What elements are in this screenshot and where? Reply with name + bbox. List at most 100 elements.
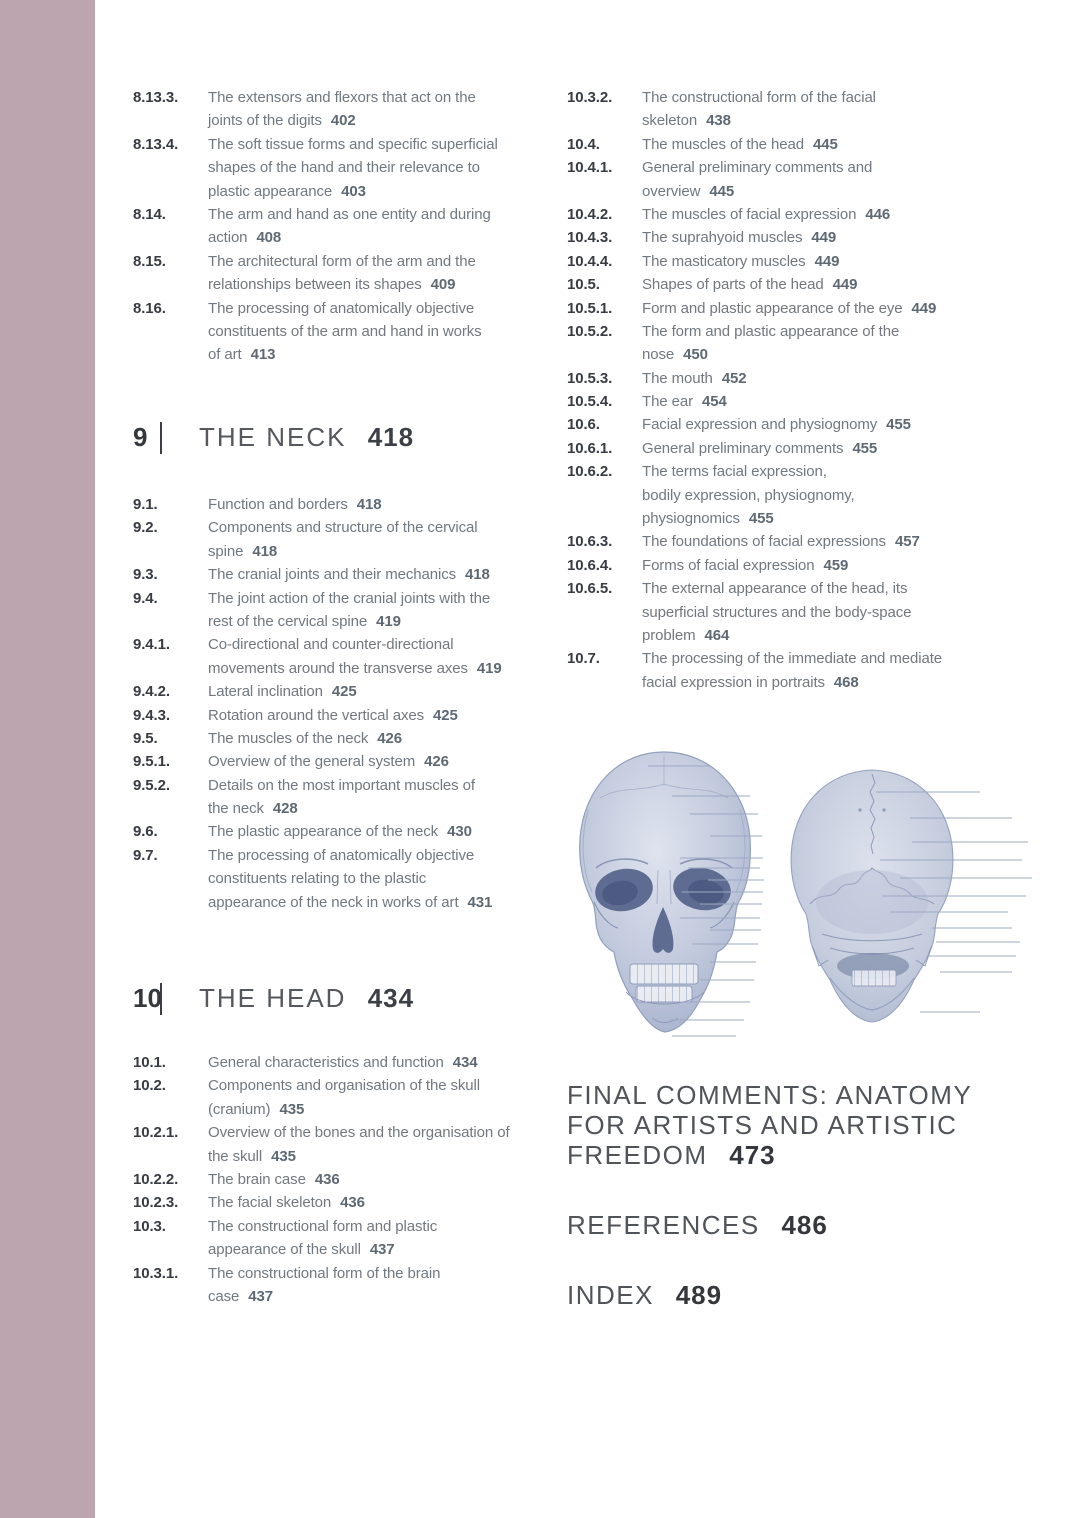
- toc-entry-title: superficial structures and the body-spac…: [642, 603, 912, 621]
- toc-entry-title: The arm and hand as one entity and durin…: [208, 205, 491, 223]
- toc-entry-title: Facial expression and physiognomy: [642, 416, 878, 434]
- toc-entry-number: 10.3.1.: [133, 1264, 179, 1282]
- toc-entry-line: 10.6.1. General preliminary comments 455: [567, 437, 942, 460]
- toc-entry-title: The plastic appearance of the neck: [208, 823, 439, 841]
- toc-page-number: 435: [271, 1147, 296, 1165]
- toc-entry-number: 10.4.1.: [567, 159, 613, 177]
- toc-entry-line: of art 413: [133, 343, 498, 366]
- toc-page-number: 419: [376, 612, 401, 630]
- skull-illustrations: [579, 751, 1032, 1037]
- toc-entry-line: facial expression in portraits 468: [567, 671, 942, 694]
- index-heading: INDEX 489: [567, 1280, 722, 1310]
- toc-entry-number: 9.5.1.: [133, 753, 170, 771]
- toc-entry-line: 10.5. Shapes of parts of the head 449: [567, 273, 942, 296]
- toc-entry-line: 10.4.2. The muscles of facial expression 4…: [567, 203, 942, 226]
- toc-page-number: 452: [721, 369, 747, 387]
- toc-page-number: 413: [250, 346, 276, 364]
- heading-text: REFERENCES: [567, 1210, 760, 1240]
- toc-entry-title: joints of the digits: [208, 112, 322, 130]
- toc-entry-title: appearance of the neck in works of art: [208, 893, 459, 911]
- toc-entry-number: 10.5.3.: [567, 369, 613, 387]
- toc-entry-number: 9.4.1.: [133, 636, 170, 654]
- toc-entry-title: The ear: [642, 393, 693, 411]
- toc-entry-line: 10.6.5. The external appearance of the he…: [567, 577, 942, 600]
- toc-entry-number: 10.2.2.: [133, 1170, 179, 1188]
- toc-entry-title: movements around the transverse axes: [208, 659, 468, 677]
- leader-lines: [876, 791, 1032, 1013]
- toc-entry-number: 9.4.2.: [133, 683, 170, 701]
- toc-entry-line: 9.7. The processing of anatomically objec…: [133, 844, 502, 867]
- toc-entry-number: 10.6.2.: [567, 463, 613, 481]
- toc-entry-number: 9.6.: [133, 823, 158, 841]
- toc-page-number: 426: [424, 753, 449, 771]
- toc-entry-title: The processing of anatomically objective: [208, 846, 475, 864]
- toc-page-number: 449: [832, 276, 858, 294]
- toc-entry-title: The architectural form of the arm and th…: [208, 252, 476, 270]
- toc-entry-line: 10.6.3. The foundations of facial express…: [567, 530, 942, 553]
- toc-entry-title: Rotation around the vertical axes: [208, 706, 424, 724]
- toc-entry-line: 10.3.2. The constructional form of the fa…: [567, 86, 942, 109]
- toc-entry-title: the neck: [208, 800, 264, 818]
- skull-front-illustration: [579, 751, 764, 1037]
- leader-lines: [648, 765, 764, 1037]
- toc-entry-title: The facial skeleton: [208, 1194, 332, 1212]
- toc-entry-title: The cranial joints and their mechanics: [208, 566, 456, 584]
- toc-section-neck: 9.1. Function and borders 418 9.2. Component…: [133, 493, 502, 914]
- toc-section-part8: 8.13.3. The extensors and flexors that ac…: [133, 86, 498, 367]
- toc-page-number: 430: [447, 823, 472, 841]
- toc-entry-number: 10.4.2.: [567, 205, 613, 223]
- toc-entry-title: The muscles of the head: [642, 135, 804, 153]
- toc-entry-title: overview: [642, 182, 701, 200]
- toc-entry-title: bodily expression, physiognomy,: [642, 486, 855, 504]
- toc-page-number: 435: [279, 1100, 305, 1118]
- toc-entry-line: 10.2.3. The facial skeleton 436: [133, 1191, 510, 1214]
- toc-entry-line: movements around the transverse axes 419: [133, 657, 502, 680]
- heading-line: FREEDOM 473: [567, 1140, 972, 1170]
- toc-entry-number: 10.5.: [567, 276, 600, 294]
- toc-entry-number: 10.6.5.: [567, 580, 613, 598]
- toc-page-number: 402: [330, 112, 356, 130]
- toc-entry-line: appearance of the neck in works of art 43…: [133, 891, 502, 914]
- toc-entry-title: Function and borders: [208, 496, 348, 513]
- toc-entry-number: 10.7.: [567, 650, 600, 668]
- references-heading: REFERENCES 486: [567, 1210, 828, 1240]
- toc-entry-line: relationships between its shapes 409: [133, 273, 498, 296]
- toc-entry-line: bodily expression, physiognomy,: [567, 484, 942, 507]
- toc-entry-title: Components and organisation of the skull: [208, 1077, 481, 1095]
- toc-entry-line: joints of the digits 402: [133, 109, 498, 132]
- toc-entry-title: Details on the most important muscles of: [208, 776, 475, 794]
- toc-entry-title: The mouth: [642, 369, 713, 387]
- toc-entry-line: 9.5. The muscles of the neck 426: [133, 727, 502, 750]
- toc-entry-title: The masticatory muscles: [642, 252, 806, 270]
- toc-page-number: 454: [702, 393, 727, 411]
- toc-entry-line: the skull 435: [133, 1145, 510, 1168]
- chapter-number: 9: [133, 422, 148, 452]
- toc-entry-number: 10.3.: [133, 1217, 166, 1235]
- toc-entry-line: case 437: [133, 1285, 510, 1308]
- toc-entry-number: 9.5.2.: [133, 776, 170, 794]
- toc-entry-title: plastic appearance: [208, 182, 333, 200]
- toc-entry-line: 8.14. The arm and hand as one entity and …: [133, 203, 498, 226]
- page-edge-accent-bar: [0, 0, 95, 1518]
- toc-entry-title: The processing of the immediate and medi…: [642, 650, 943, 668]
- toc-entry-number: 8.15.: [133, 252, 166, 270]
- toc-entry-title: action: [208, 229, 248, 247]
- toc-entry-title: General preliminary comments: [642, 439, 844, 457]
- toc-entry-line: 10.2.2. The brain case 436: [133, 1168, 510, 1191]
- endmatter-page-number: 489: [675, 1280, 723, 1310]
- endmatter-page-number: 486: [781, 1210, 828, 1240]
- toc-page-number: 455: [886, 416, 911, 434]
- toc-entry-number: 8.14.: [133, 205, 166, 223]
- toc-entry-title: physiognomics: [642, 510, 740, 528]
- toc-entry-title: rest of the cervical spine: [208, 612, 368, 630]
- toc-entry-line: physiognomics 455: [567, 507, 942, 530]
- toc-entry-line: overview 445: [567, 180, 942, 203]
- toc-entry-title: appearance of the skull: [208, 1241, 361, 1259]
- toc-entry-number: 10.4.: [567, 135, 600, 153]
- toc-page-number: 450: [683, 346, 708, 364]
- toc-entry-number: 10.6.4.: [567, 556, 613, 574]
- toc-page-number: 409: [430, 276, 456, 294]
- toc-entry-title: The constructional form and plastic: [208, 1217, 438, 1235]
- toc-page-number: 459: [823, 556, 849, 574]
